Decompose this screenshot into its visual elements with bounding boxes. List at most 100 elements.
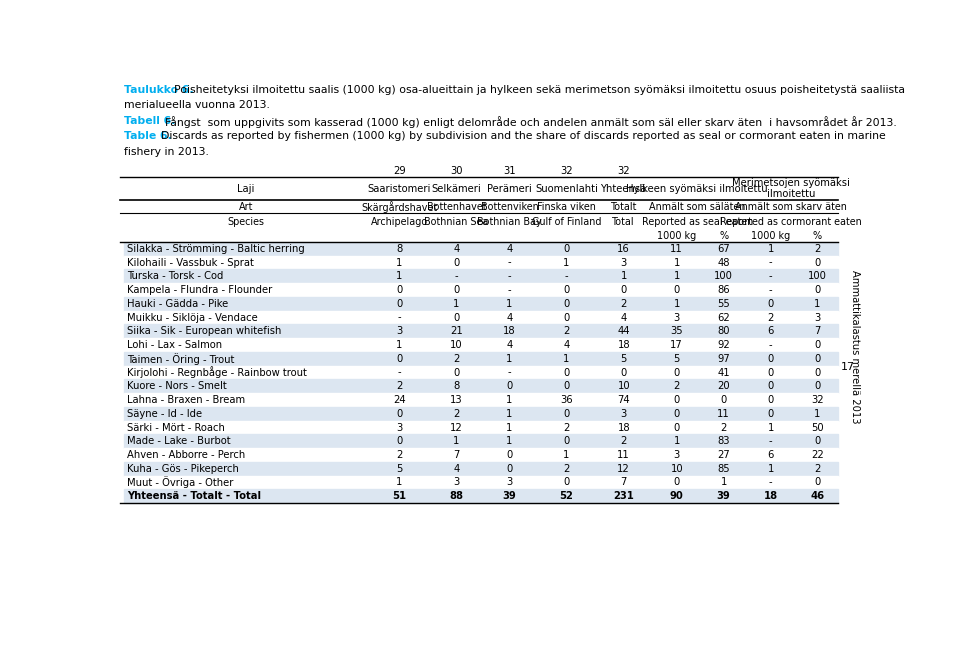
Text: 0: 0 [453, 285, 460, 295]
Text: Ahven - Abborre - Perch: Ahven - Abborre - Perch [127, 450, 245, 460]
Text: 1000 kg: 1000 kg [658, 231, 696, 241]
Text: 44: 44 [617, 326, 630, 336]
Text: 18: 18 [617, 422, 630, 432]
Text: 0: 0 [674, 368, 680, 378]
Text: 17: 17 [670, 340, 684, 350]
Text: 231: 231 [613, 492, 635, 501]
Text: 0: 0 [814, 381, 821, 392]
Text: 0: 0 [814, 285, 821, 295]
Text: 4: 4 [506, 340, 513, 350]
Text: 2: 2 [564, 422, 569, 432]
Text: 0: 0 [506, 381, 513, 392]
Text: 0: 0 [767, 409, 774, 419]
Text: Bottenviken: Bottenviken [481, 202, 539, 212]
Text: 0: 0 [564, 478, 569, 488]
Text: 11: 11 [717, 409, 730, 419]
Text: Siika - Sik - European whitefish: Siika - Sik - European whitefish [127, 326, 281, 336]
Text: 0: 0 [767, 368, 774, 378]
Polygon shape [124, 448, 838, 462]
Text: 4: 4 [453, 464, 460, 474]
Text: 100: 100 [714, 271, 733, 281]
Text: 29: 29 [393, 166, 405, 176]
Text: 1: 1 [620, 271, 627, 281]
Text: 2: 2 [396, 450, 402, 460]
Text: 0: 0 [721, 395, 727, 405]
Text: 32: 32 [561, 166, 573, 176]
Text: 0: 0 [674, 478, 680, 488]
Text: 0: 0 [564, 368, 569, 378]
Text: Species: Species [228, 217, 265, 227]
Polygon shape [124, 421, 838, 434]
Text: 2: 2 [674, 381, 680, 392]
Text: 0: 0 [620, 285, 627, 295]
Text: merialueella vuonna 2013.: merialueella vuonna 2013. [124, 101, 270, 111]
Polygon shape [124, 434, 838, 448]
Text: 2: 2 [814, 464, 821, 474]
Text: Discards as reported by fishermen (1000 kg) by subdivision and the share of disc: Discards as reported by fishermen (1000 … [161, 131, 886, 141]
Text: 10: 10 [450, 340, 463, 350]
Text: 0: 0 [620, 368, 627, 378]
Text: fishery in 2013.: fishery in 2013. [124, 147, 208, 157]
Text: Archipelago: Archipelago [371, 217, 428, 227]
Text: 1: 1 [674, 271, 680, 281]
Text: 1: 1 [674, 258, 680, 268]
Text: Silakka - Strömming - Baltic herring: Silakka - Strömming - Baltic herring [127, 244, 304, 254]
Text: 31: 31 [503, 166, 516, 176]
Text: 0: 0 [396, 354, 402, 364]
Text: Table 6.: Table 6. [124, 131, 172, 141]
Text: -: - [769, 271, 773, 281]
Text: Merimetsojen syömäksi
ilmoitettu: Merimetsojen syömäksi ilmoitettu [732, 178, 850, 199]
Text: Kilohaili - Vassbuk - Sprat: Kilohaili - Vassbuk - Sprat [127, 258, 253, 268]
Text: 36: 36 [561, 395, 573, 405]
Text: 0: 0 [674, 409, 680, 419]
Text: 2: 2 [396, 381, 402, 392]
Text: 32: 32 [811, 395, 824, 405]
Text: 13: 13 [450, 395, 463, 405]
Text: 83: 83 [717, 436, 730, 446]
Text: 2: 2 [767, 312, 774, 322]
Text: 2: 2 [564, 464, 569, 474]
Text: 1000 kg: 1000 kg [751, 231, 790, 241]
Text: 3: 3 [396, 422, 402, 432]
Text: 52: 52 [560, 492, 573, 501]
Text: Anmält som skarv äten: Anmält som skarv äten [735, 202, 847, 212]
Text: 3: 3 [506, 478, 513, 488]
Text: 1: 1 [674, 299, 680, 309]
Text: 41: 41 [717, 368, 730, 378]
Text: Turska - Torsk - Cod: Turska - Torsk - Cod [127, 271, 223, 281]
Text: 24: 24 [393, 395, 405, 405]
Text: 0: 0 [767, 395, 774, 405]
Text: 1: 1 [506, 436, 513, 446]
Text: 0: 0 [674, 422, 680, 432]
Polygon shape [124, 490, 838, 503]
Text: 55: 55 [717, 299, 730, 309]
Text: -: - [397, 368, 401, 378]
Text: 5: 5 [396, 464, 402, 474]
Text: 7: 7 [453, 450, 460, 460]
Text: 0: 0 [814, 478, 821, 488]
Text: 0: 0 [396, 409, 402, 419]
Text: 0: 0 [564, 381, 569, 392]
Text: 1: 1 [814, 409, 821, 419]
Text: 18: 18 [617, 340, 630, 350]
Text: 0: 0 [814, 368, 821, 378]
Text: Ammattikalastus merellä 2013: Ammattikalastus merellä 2013 [850, 270, 860, 424]
Text: Total: Total [612, 217, 635, 227]
Text: 62: 62 [717, 312, 730, 322]
Text: 67: 67 [717, 244, 730, 254]
Text: 0: 0 [506, 450, 513, 460]
Text: Taulukko 6.: Taulukko 6. [124, 85, 194, 95]
Text: 1: 1 [674, 436, 680, 446]
Text: 0: 0 [564, 299, 569, 309]
Text: 80: 80 [717, 326, 730, 336]
Text: -: - [769, 478, 773, 488]
Text: Perämeri: Perämeri [487, 184, 532, 194]
Text: Anmält som säläten: Anmält som säläten [649, 202, 745, 212]
Text: Fångst  som uppgivits som kasserad (1000 kg) enligt delområde och andelen anmält: Fångst som uppgivits som kasserad (1000 … [165, 116, 897, 128]
Text: 0: 0 [506, 464, 513, 474]
Text: 0: 0 [564, 285, 569, 295]
Text: -: - [508, 368, 512, 378]
Polygon shape [124, 352, 838, 366]
Text: 100: 100 [808, 271, 827, 281]
Text: 4: 4 [620, 312, 627, 322]
